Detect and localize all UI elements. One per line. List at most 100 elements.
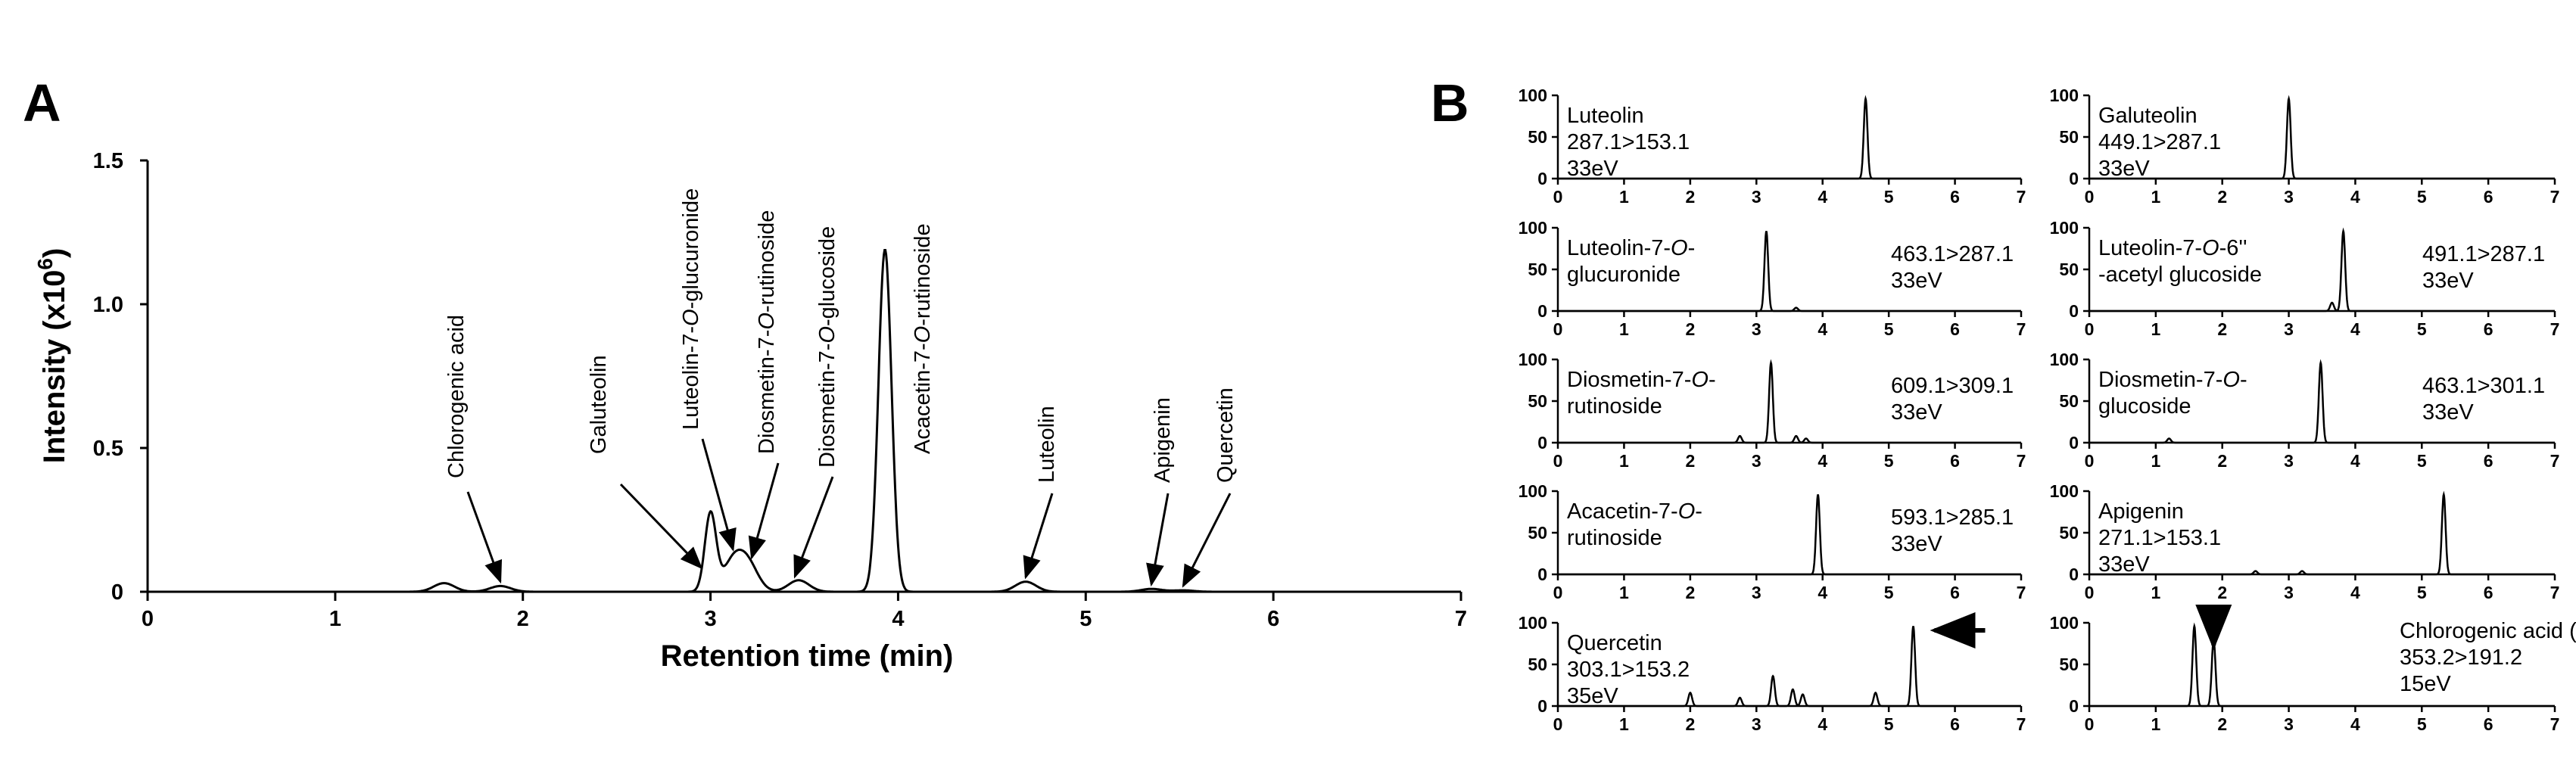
chart-a-annotation-arrow [466, 491, 503, 584]
chart-b-y-tick-label: 0 [1537, 696, 1547, 716]
chart-b-energy-label: 33eV [1567, 157, 1618, 181]
chart-a-x-tick-label: 2 [517, 607, 529, 631]
chart-b-compound-label: Quercetin [1567, 631, 1662, 655]
chart-b-y-tick-label: 100 [1519, 350, 1547, 369]
chart-b-y-tick-label: 50 [2059, 523, 2079, 543]
chart-b-y-tick-label: 100 [2050, 350, 2079, 369]
chart-b-x-tick-label: 4 [1818, 319, 1827, 339]
chart-b-x-tick-label: 2 [2217, 187, 2227, 207]
chart-b-x-tick-label: 5 [2417, 319, 2427, 339]
panel-b-letter: B [1431, 73, 1469, 132]
chart-b-compound-label: Diosmetin-7-O- [1567, 368, 1716, 392]
chart-b-x-tick-label: 1 [2151, 714, 2160, 734]
chart-b-energy-label: 33eV [1891, 400, 1942, 425]
chart-a-y-tick-label: 1.0 [93, 293, 123, 317]
chart-b-trace [2089, 227, 2555, 313]
chart-b-compound-label: Apigenin [2098, 499, 2184, 524]
chart-a-annotation-label: Chlorogenic acid [444, 315, 469, 478]
chart-b-transition-label: 463.1>301.1 [2422, 374, 2545, 398]
chart-b-x-tick-label: 4 [2350, 187, 2360, 207]
chart-b-x-tick-label: 6 [2484, 451, 2493, 471]
chart-b-x-tick-label: 3 [1752, 583, 1761, 602]
chart-b-x-tick-label: 5 [2417, 187, 2427, 207]
chart-b-x-tick-label: 6 [1950, 714, 1960, 734]
chart-b-x-tick-label: 1 [2151, 451, 2160, 471]
chart-b-compound-label: glucoside [2098, 394, 2191, 418]
chart-b-x-tick-label: 7 [2550, 187, 2560, 207]
chart-b-y-tick-label: 0 [2069, 565, 2079, 584]
chart-b-y-tick-label: 100 [1519, 481, 1547, 501]
chart-a-annotation-arrow [619, 483, 703, 570]
chart-b-y-tick-label: 100 [2050, 86, 2079, 105]
chart-b-x-tick-label: 2 [2217, 583, 2227, 602]
chart-b-x-tick-label: 6 [1950, 319, 1960, 339]
chart-b-x-tick-label: 0 [2085, 714, 2095, 734]
chart-a-y-tick-label: 0 [111, 580, 123, 605]
chart-b-y-tick-label: 50 [1528, 523, 1547, 543]
chart-b-x-tick-label: 2 [1685, 319, 1695, 339]
chart-a-annotation-label: Luteolin-7-O-glucuronide [679, 188, 703, 430]
chart-b-transition-label: 491.1>287.1 [2422, 242, 2545, 266]
chart-b-x-tick-label: 7 [2017, 583, 2026, 602]
chart-b-compound-label: -acetyl glucoside [2098, 263, 2262, 287]
chart-b-x-tick-label: 4 [1818, 583, 1827, 602]
chart-b-energy-label: 33eV [2422, 400, 2474, 425]
chart-b-y-tick-label: 0 [1537, 433, 1547, 453]
chart-b-x-tick-label: 4 [2350, 583, 2360, 602]
chart-b-trace [1558, 494, 2021, 576]
chart-b-x-tick-label: 7 [2550, 714, 2560, 734]
chart-b-y-tick-label: 100 [2050, 481, 2079, 501]
chart-a-ylabel-sup: 6 [33, 258, 57, 270]
panel-a-letter: A [23, 73, 61, 132]
chart-b-y-tick-label: 100 [1519, 613, 1547, 633]
chart-a-annotation-arrow [1023, 493, 1054, 580]
chart-b-x-tick-label: 0 [1553, 451, 1563, 471]
chart-a-annotation-label: Diosmetin-7-O-rutinoside [755, 210, 779, 454]
chart-b-x-tick-label: 0 [1553, 583, 1563, 602]
chart-b-transition-label: 303.1>153.2 [1567, 658, 1690, 682]
chart-b-y-tick-label: 100 [2050, 218, 2079, 238]
chart-b-x-tick-label: 0 [2085, 451, 2095, 471]
chart-b-energy-label: 15eV [2400, 672, 2451, 696]
chart-b-y-tick-label: 50 [2059, 127, 2079, 147]
chart-b-x-tick-label: 2 [2217, 451, 2227, 471]
chart-b-energy-label: 33eV [1891, 532, 1942, 556]
chart-b-x-tick-label: 5 [1884, 714, 1894, 734]
chart-b-energy-label: 35eV [1567, 684, 1618, 708]
chart-b-x-tick-label: 7 [2017, 187, 2026, 207]
chart-b-x-tick-label: 3 [2284, 583, 2294, 602]
chart-b-y-tick-label: 0 [2069, 696, 2079, 716]
chart-a-y-tick-label: 0.5 [93, 437, 123, 461]
chart-b-transition-label: 609.1>309.1 [1891, 374, 2014, 398]
chart-b-y-tick-label: 50 [1528, 391, 1547, 411]
chart-b-x-tick-label: 2 [2217, 319, 2227, 339]
chart-b-x-tick-label: 5 [2417, 714, 2427, 734]
chart-b-x-tick-label: 3 [2284, 714, 2294, 734]
chart-b-x-tick-label: 2 [2217, 714, 2227, 734]
chart-a-annotation-arrow [1146, 493, 1170, 587]
chart-a: Intensity (x106) Retention time (min) 00… [33, 149, 1467, 673]
chart-b-y-tick-label: 50 [2059, 391, 2079, 411]
chart-b-subplot: 0 50 100 0 1 2 3 4 5 6 7 Acacetin-7-O-rutinoside 593… [1519, 481, 2026, 602]
chart-b-trace [2089, 490, 2555, 576]
chart-b-x-tick-label: 6 [2484, 319, 2493, 339]
chart-a-annotation-label: Galuteolin [587, 355, 611, 454]
chart-b-x-tick-label: 7 [2017, 319, 2026, 339]
chart-a-annotation-label: Acacetin-7-O-rutinoside [911, 223, 935, 454]
chart-b-x-tick-label: 6 [1950, 583, 1960, 602]
chart-b-y-tick-label: 0 [2069, 169, 2079, 188]
chart-b-x-tick-label: 3 [2284, 187, 2294, 207]
chart-b-x-tick-label: 7 [2550, 319, 2560, 339]
chart-a-x-tick-label: 4 [892, 607, 904, 631]
chart-b-x-tick-label: 3 [1752, 319, 1761, 339]
chart-b-x-tick-label: 7 [2017, 714, 2026, 734]
chart-b-x-tick-label: 1 [1619, 714, 1629, 734]
chart-b-x-tick-label: 7 [2017, 451, 2026, 471]
chart-a-ylabel-close: ) [38, 248, 71, 258]
chart-b-compound-label: Acacetin-7-O- [1567, 499, 1702, 524]
chart-b-trace [2089, 359, 2555, 444]
chart-b-x-tick-label: 5 [1884, 319, 1894, 339]
